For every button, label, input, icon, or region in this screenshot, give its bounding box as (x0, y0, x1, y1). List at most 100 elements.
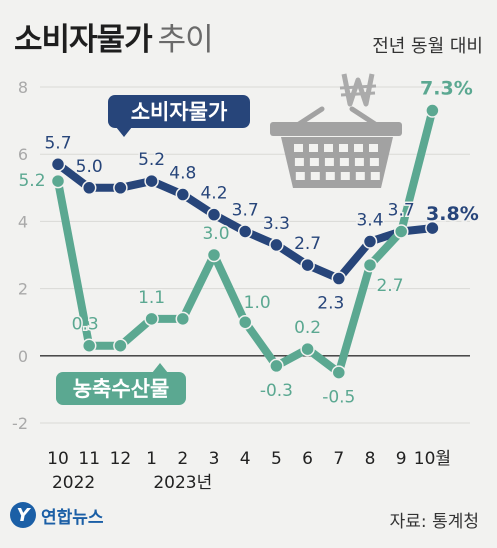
basket-slot (369, 144, 378, 152)
data-point-agri (331, 365, 347, 380)
basket-rim (270, 122, 402, 136)
x-tick-label: 10 (47, 449, 69, 469)
x-tick-label: 1 (146, 449, 157, 469)
data-point-cpi (425, 220, 440, 236)
basket-slot (324, 144, 333, 152)
callout-box (108, 95, 250, 128)
data-point-cpi (362, 234, 378, 249)
y-tick-label: 0 (18, 347, 28, 366)
data-label-agri: 0.3 (72, 315, 99, 335)
basket-slot (370, 172, 380, 180)
data-point-cpi (81, 180, 97, 196)
basket-slot (369, 158, 379, 166)
x-tick-label: 9 (396, 449, 407, 469)
data-point-cpi (50, 157, 66, 172)
data-label-cpi: 3.8% (426, 203, 479, 225)
data-point-cpi (237, 224, 253, 239)
x-tick-label: 8 (365, 449, 376, 469)
data-point-agri (300, 341, 315, 357)
data-label-agri: 2.7 (376, 276, 403, 296)
chart-title: 소비자물가 추이 (14, 14, 214, 59)
data-label-agri: 0.2 (294, 318, 321, 338)
callout-pointer (152, 363, 168, 373)
basket-slot (354, 144, 363, 152)
x-tick-label: 11 (78, 449, 100, 469)
data-label-cpi: 2.3 (317, 294, 344, 314)
basket-slot (294, 158, 304, 166)
data-label-cpi: 5.2 (138, 150, 165, 170)
data-label-agri: 1.1 (138, 288, 165, 308)
data-point-agri (113, 338, 128, 353)
yoy-caption: 전년 동월 대비 (372, 36, 483, 57)
basket-slot (310, 172, 320, 180)
data-label-cpi: 2.7 (294, 234, 321, 254)
x-tick-label: 5 (271, 449, 282, 469)
chart-title-main: 소비자물가 (14, 22, 153, 58)
data-label-cpi: 3.3 (263, 214, 290, 234)
x-tick-label: 4 (240, 449, 251, 469)
basket-illustration (270, 73, 402, 188)
logo-text: 연합뉴스 (41, 507, 104, 528)
basket-slot (339, 158, 349, 166)
y-tick-label: 2 (18, 280, 28, 299)
basket-slot (340, 172, 350, 180)
data-point-agri (237, 314, 253, 330)
year-label: 2023년 (153, 473, 212, 493)
data-label-agri: 7.3% (420, 78, 473, 100)
data-label-agri: 1.0 (244, 293, 271, 313)
basket-slot (309, 144, 318, 152)
data-point-agri (50, 173, 66, 189)
y-tick-label: 4 (18, 212, 28, 231)
series-name-label: 농축수산물 (73, 377, 170, 401)
callout-pointer (116, 127, 132, 137)
data-label-cpi: 5.7 (44, 133, 71, 153)
basket-slot (325, 172, 335, 180)
series-callout-agri: 농축수산물 (56, 363, 186, 405)
data-point-agri (393, 224, 409, 239)
basket-slot (339, 144, 348, 152)
data-point-agri (269, 358, 284, 374)
series-callout-cpi: 소비자물가 (108, 95, 250, 137)
data-point-agri (81, 338, 97, 353)
x-tick-label: 7 (333, 449, 344, 469)
data-point-cpi (206, 207, 222, 222)
x-tick-label: 3 (209, 449, 220, 469)
x-tick-label: 10월 (414, 449, 451, 469)
data-point-agri (362, 257, 378, 273)
source-note: 자료: 통계청 (389, 512, 479, 532)
data-point-agri (144, 311, 159, 327)
basket-slot (324, 158, 334, 166)
data-point-cpi (113, 180, 128, 196)
data-label-agri: 5.2 (18, 171, 45, 191)
chart-title-sub: 추이 (157, 22, 214, 58)
data-point-agri (206, 247, 222, 263)
data-point-cpi (144, 173, 159, 189)
data-point-agri (175, 311, 191, 327)
y-tick-label: 8 (18, 78, 28, 97)
series-name-label: 소비자물가 (131, 100, 228, 124)
data-point-cpi (175, 187, 191, 202)
data-point-cpi (269, 237, 284, 253)
x-tick-label: 6 (302, 449, 313, 469)
data-label-cpi: 3.7 (388, 200, 415, 220)
basket-slot (295, 172, 305, 180)
data-label-agri: -0.5 (322, 388, 355, 408)
y-tick-label: 6 (18, 145, 28, 164)
data-label-cpi: 3.4 (356, 211, 383, 231)
data-label-cpi: 5.0 (76, 157, 103, 177)
basket-slot (294, 144, 303, 152)
data-point-cpi (300, 257, 315, 273)
y-tick-label: -2 (12, 414, 28, 433)
yonhap-logo-icon: Y (10, 502, 36, 528)
won-sign-bar (339, 84, 377, 97)
callout-box (56, 372, 186, 405)
data-point-cpi (331, 271, 347, 286)
label-layer: 5.75.0 5.24.84.23.73.32.72.33.43.7 3.8%5.2… (17, 76, 480, 409)
x-tick-label: 12 (110, 449, 132, 469)
data-label-cpi: 3.7 (232, 200, 259, 220)
basket-slot (354, 158, 364, 166)
data-label-cpi: 4.8 (169, 164, 196, 184)
data-label-agri: 3.0 (202, 224, 229, 244)
